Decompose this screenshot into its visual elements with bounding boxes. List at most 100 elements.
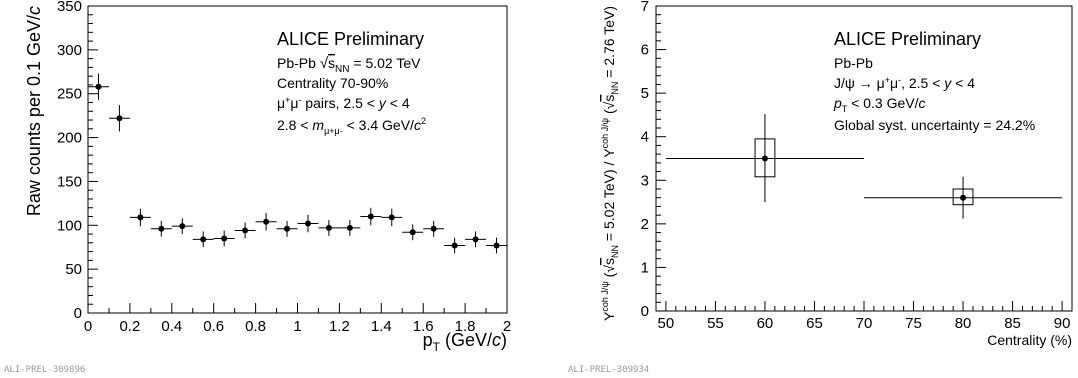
text-span: pairs, 2.5 < (301, 95, 378, 111)
x-tick-label: 1.4 (371, 318, 392, 335)
x-tick-label: 50 (658, 315, 675, 332)
data-point (486, 237, 507, 254)
marker (761, 155, 768, 162)
x-tick-label: 1.8 (455, 318, 476, 335)
text-span: - (898, 75, 901, 85)
y-tick-label: 50 (65, 261, 82, 278)
x-tick-label: 0.2 (119, 318, 140, 335)
data-point (339, 220, 361, 236)
text-span: = 5.02 TeV (350, 55, 422, 71)
text-span: ) (501, 330, 507, 350)
text-span: - (298, 95, 301, 105)
annotation-syst: Global syst. uncertainty = 24.2% (834, 117, 1035, 133)
y-tick-label: 5 (641, 85, 649, 102)
marker (137, 214, 144, 221)
data-point (465, 231, 487, 248)
text-span: coh J/ψ (600, 281, 610, 311)
y-tick-label: 1 (641, 259, 649, 276)
annotation-channel: J/ψ → μ+μ-, 2.5 < y < 4 (834, 75, 975, 91)
y-axis-label: Raw counts per 0.1 GeV/c (24, 6, 44, 216)
x-tick-label: 1 (293, 318, 301, 335)
data-point (213, 230, 235, 247)
text-span: , 2.5 < (901, 75, 944, 91)
x-axis-label: pT (GeV/c) (423, 330, 507, 354)
text-span: < 4 (951, 75, 975, 91)
y-tick-label: 250 (57, 86, 82, 103)
text-span: c (24, 6, 44, 15)
text-span: ( (601, 109, 617, 118)
text-span: Raw counts per 0.1 GeV/ (24, 15, 44, 216)
annotation-pairs: μ+μ- pairs, 2.5 < y < 4 (277, 95, 410, 111)
marker (263, 218, 270, 225)
text-span: p (833, 95, 842, 111)
text-span: c (919, 95, 926, 111)
text-span: √ (601, 101, 617, 109)
left-plot: 0 0.2 0.4 0.6 0.8 1 1.2 1.4 1.6 1.8 2 0 50 100 150 200 2… (4, 0, 511, 375)
marker (200, 236, 207, 243)
data-point (318, 220, 340, 236)
x-tick-label: 0.4 (161, 318, 182, 335)
annotation-system: Pb-Pb (834, 55, 873, 71)
text-span: NN (335, 64, 349, 75)
y-tick-label: 300 (57, 42, 82, 59)
annotation-mass: 2.8 < mμ+μ- < 3.4 GeV/c2 (277, 116, 426, 136)
text-span: y (378, 95, 387, 111)
text-span: c (414, 117, 421, 133)
text-span: + (285, 95, 290, 105)
text-span: s (601, 258, 617, 265)
text-span: + (885, 75, 890, 85)
x-tick-label: 60 (757, 315, 774, 332)
data-point (150, 220, 172, 237)
y-tick-label: 150 (57, 173, 82, 190)
x-tick-label: 90 (1054, 315, 1071, 332)
data-point (255, 213, 277, 231)
marker (451, 242, 458, 249)
text-span: = 2.76 TeV) (601, 6, 617, 82)
marker (493, 242, 500, 249)
marker (179, 223, 186, 230)
x-tick-label: 80 (955, 315, 972, 332)
annotation-centrality: Centrality 70-90% (277, 75, 388, 91)
data-point (129, 208, 151, 227)
y-tick-label: 7 (641, 0, 649, 15)
data-point (108, 105, 130, 132)
figure-tag: ALI-PREL-309934 (568, 365, 649, 375)
text-span: 2 (421, 116, 426, 126)
x-tick-label: 2 (503, 318, 511, 335)
x-tick-label: 0 (84, 318, 92, 335)
marker (367, 213, 374, 220)
right-plot: 50 55 60 65 70 75 80 85 90 0 1 2 3 4 5 6 7 Centrality (%)… (568, 0, 1073, 375)
text-span: T (842, 104, 848, 114)
text-span: m (312, 117, 324, 133)
marker (284, 225, 291, 232)
marker (430, 225, 437, 232)
text-span: μ (277, 95, 285, 111)
x-tick-label: 75 (905, 315, 922, 332)
text-span: μ (890, 75, 898, 91)
text-span: < 4 (386, 95, 410, 111)
text-span: (GeV/ (440, 330, 492, 350)
marker (346, 224, 353, 231)
text-span: y (943, 75, 952, 91)
plot-frame (87, 5, 508, 314)
text-span: Y (601, 311, 617, 321)
marker (242, 227, 249, 234)
x-tick-label: 0.6 (203, 318, 224, 335)
marker (116, 115, 123, 122)
text-span: √ (601, 265, 617, 273)
data-point (234, 222, 256, 239)
data-point (423, 220, 445, 237)
data-point (665, 114, 864, 203)
y-tick-label: 200 (57, 130, 82, 147)
x-tick-label: 1.2 (329, 318, 350, 335)
text-span: NN (610, 245, 620, 258)
marker (472, 236, 479, 243)
marker (221, 235, 228, 242)
x-tick-label: 70 (856, 315, 873, 332)
y-tick-label: 350 (57, 0, 82, 15)
text-span: √ (320, 55, 329, 72)
data-point (360, 207, 382, 226)
data-point (192, 231, 214, 248)
